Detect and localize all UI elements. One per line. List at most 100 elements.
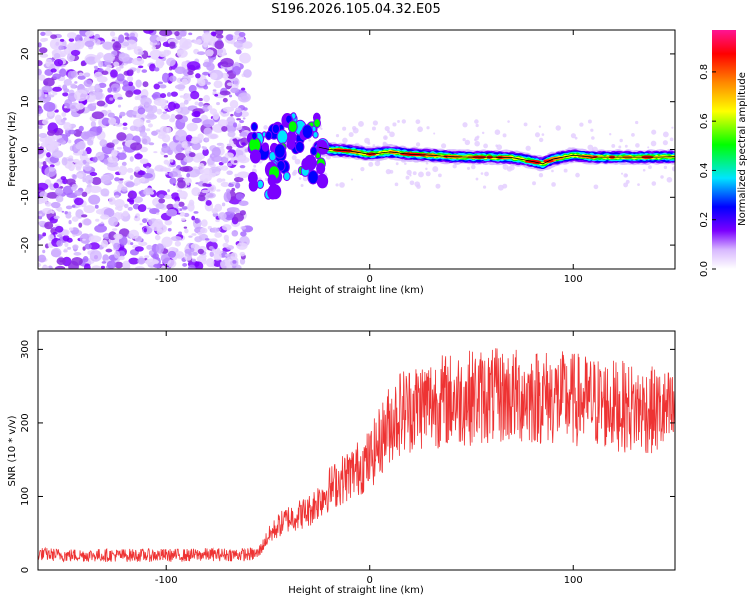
heat-blob — [302, 175, 309, 182]
heat-blob — [146, 119, 151, 124]
heat-blob — [139, 158, 149, 165]
heat-blob — [94, 56, 101, 63]
heat-blob — [50, 201, 61, 209]
heat-blob — [145, 128, 151, 132]
heat-blob — [191, 142, 201, 151]
heat-blob — [226, 214, 231, 219]
heat-blob — [395, 162, 399, 166]
heat-blob — [211, 155, 223, 162]
heat-blob — [127, 81, 134, 87]
heat-blob — [188, 235, 193, 238]
heat-blob — [189, 247, 195, 253]
heat-blob — [116, 73, 125, 82]
heat-blob — [100, 221, 104, 225]
heat-blob — [101, 261, 107, 264]
heat-blob — [129, 175, 134, 180]
heat-blob — [44, 30, 53, 36]
snr-frame — [37, 330, 676, 571]
transition-blob — [276, 129, 289, 145]
heat-blob — [62, 229, 70, 236]
heat-blob — [45, 117, 50, 120]
heat-blob — [221, 165, 229, 171]
heat-blob — [394, 182, 399, 187]
heat-blob — [116, 146, 123, 150]
heat-blob — [208, 58, 214, 64]
heat-blob — [142, 81, 149, 88]
heat-blob — [123, 203, 129, 209]
heat-blob — [132, 118, 145, 128]
snr-ytick-label: 100 — [20, 487, 31, 506]
heat-blob — [201, 189, 210, 194]
heat-blob — [154, 234, 161, 241]
heat-blob — [67, 42, 76, 52]
heat-blob — [170, 91, 178, 97]
heat-blob — [371, 126, 376, 131]
heat-blob — [647, 165, 652, 170]
heat-blob — [239, 257, 246, 265]
heat-blob — [207, 133, 219, 140]
heat-blob — [118, 34, 125, 44]
heat-blob — [140, 176, 146, 183]
transition-blob — [274, 143, 286, 159]
heat-blob — [65, 205, 73, 210]
heat-blob — [63, 122, 72, 131]
transition-blob — [294, 140, 305, 153]
heat-blob — [170, 113, 176, 121]
heat-blob — [106, 260, 117, 269]
heat-blob — [200, 168, 205, 175]
heat-blob — [237, 171, 250, 179]
heat-blob — [143, 104, 154, 113]
heat-blob — [155, 212, 160, 215]
colorbar-label: Normalized spectral amplitude — [737, 72, 748, 226]
heat-blob — [137, 107, 146, 115]
heat-blob — [205, 200, 212, 206]
heat-blob — [202, 119, 215, 128]
heat-blob — [183, 156, 194, 163]
heat-blob — [242, 117, 246, 120]
heat-blob — [401, 119, 406, 124]
heat-blob — [139, 222, 143, 226]
heat-blob — [48, 167, 56, 172]
heat-blob — [239, 120, 245, 124]
heat-blob — [94, 66, 98, 71]
heat-blob — [482, 185, 487, 189]
heat-blob — [161, 104, 168, 110]
heat-blob — [110, 69, 118, 78]
heat-blob — [650, 140, 657, 147]
heat-blob — [128, 69, 134, 75]
heat-blob — [409, 180, 415, 186]
heat-blob — [84, 174, 94, 185]
heat-blob — [239, 210, 246, 216]
heat-blob — [93, 71, 103, 79]
heat-blob — [609, 133, 612, 136]
heat-blob — [235, 193, 245, 201]
heat-blob — [56, 240, 63, 247]
heat-blob — [68, 261, 79, 269]
heat-blob — [186, 173, 191, 178]
heat-blob — [525, 145, 531, 151]
heat-blob — [50, 34, 58, 40]
heat-blob — [83, 79, 93, 88]
heat-blob — [51, 247, 62, 258]
heat-blob — [662, 140, 668, 146]
heat-blob — [52, 226, 56, 229]
heat-blob — [38, 132, 48, 138]
heat-blob — [190, 90, 200, 100]
heat-blob — [200, 79, 206, 85]
heat-blob — [53, 215, 60, 220]
heat-blob — [435, 183, 441, 189]
heat-blob — [137, 257, 146, 265]
heat-blob — [372, 120, 378, 126]
heat-blob — [551, 169, 554, 173]
heat-blob — [181, 61, 188, 68]
heat-blob — [74, 40, 85, 50]
heat-blob — [426, 126, 430, 130]
heat-blob — [138, 191, 142, 195]
heat-blob — [415, 142, 421, 147]
heat-blob — [462, 137, 466, 142]
heat-blob — [534, 132, 541, 138]
heat-blob — [142, 218, 148, 224]
heat-blob — [53, 182, 59, 189]
heat-blob — [38, 182, 49, 191]
heat-blob — [541, 133, 545, 136]
